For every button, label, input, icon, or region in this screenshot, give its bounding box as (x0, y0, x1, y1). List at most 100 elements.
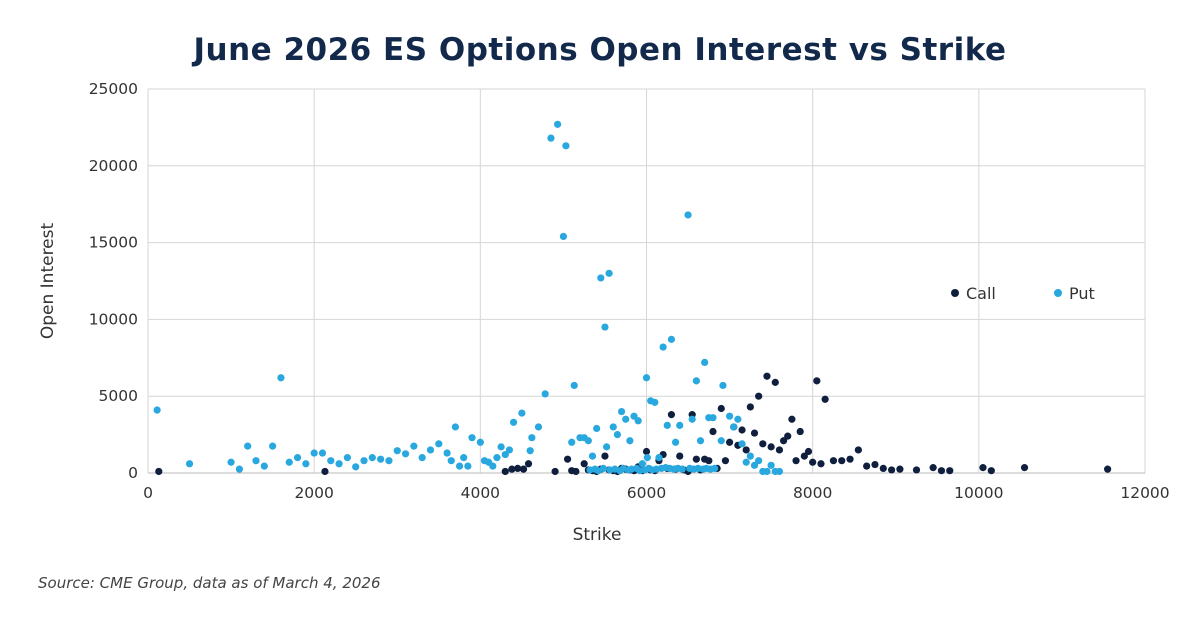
put-point (335, 460, 343, 468)
put-point (568, 438, 576, 446)
call-point (667, 411, 676, 419)
put-point (260, 462, 268, 470)
call-point (742, 446, 750, 454)
y-tick-label: 0 (128, 464, 138, 482)
put-point (418, 454, 426, 462)
put-point (493, 454, 501, 462)
put-point (570, 381, 578, 390)
put-point (630, 412, 638, 420)
put-point (302, 460, 310, 468)
put-point (597, 274, 605, 282)
call-point (809, 458, 817, 466)
call-point (551, 467, 559, 476)
call-point (601, 452, 609, 460)
call-point (676, 452, 684, 460)
put-point (746, 452, 754, 460)
put-point (730, 423, 738, 431)
call-point (738, 426, 746, 434)
call-point (912, 466, 921, 474)
put-point (711, 464, 719, 472)
put-point (603, 443, 611, 451)
x-axis-label: Strike (573, 525, 622, 545)
put-point (227, 458, 235, 466)
put-point (443, 449, 451, 457)
put-point (663, 421, 671, 429)
call-point (879, 464, 887, 472)
x-tick-label: 6000 (627, 484, 666, 502)
y-tick-label: 15000 (89, 234, 138, 252)
call-point (750, 429, 759, 437)
put-point (767, 461, 775, 469)
source-note: Source: CME Group, data as of March 4, 2… (38, 574, 381, 592)
put-point (460, 454, 468, 462)
call-point (784, 432, 792, 440)
put-point (534, 423, 543, 431)
put-point (185, 460, 194, 468)
call-point (572, 467, 580, 476)
put-point (559, 232, 568, 241)
put-point (426, 446, 435, 454)
call-point (563, 455, 572, 463)
call-point (838, 457, 846, 465)
put-point (526, 447, 534, 455)
put-point (763, 467, 771, 476)
put-point (750, 461, 759, 469)
put-point (360, 457, 368, 465)
put-point (622, 415, 630, 423)
call-point (800, 452, 808, 460)
y-tick-label: 5000 (99, 387, 138, 405)
call-point (642, 447, 651, 456)
put-point (734, 415, 742, 423)
call-point (1104, 465, 1112, 473)
put-point (455, 462, 464, 470)
put-point (709, 414, 717, 422)
call-point (771, 378, 779, 386)
call-point (508, 465, 516, 473)
put-point (725, 412, 734, 420)
put-point (285, 458, 293, 466)
put-point (738, 440, 746, 448)
call-point (725, 438, 734, 446)
put-point (692, 377, 700, 385)
y-axis-label: Open Interest (38, 223, 58, 340)
y-tick-label: 20000 (89, 157, 138, 175)
put-point (617, 407, 626, 416)
call-point (321, 467, 329, 476)
call-point (759, 440, 767, 448)
put-point (393, 447, 401, 455)
put-point (310, 449, 318, 457)
call-point (896, 465, 904, 473)
call-point (717, 404, 725, 413)
put-point (277, 374, 285, 382)
x-tick-label: 4000 (461, 484, 500, 502)
call-point (829, 457, 838, 465)
call-point (709, 427, 717, 436)
x-tick-label: 0 (143, 484, 153, 502)
put-point (638, 460, 646, 468)
call-point (987, 467, 995, 475)
put-point (671, 438, 680, 446)
put-point (385, 457, 393, 465)
put-point (410, 442, 418, 450)
put-point (153, 406, 161, 414)
call-point (813, 377, 821, 385)
put-point (584, 437, 592, 445)
call-point (501, 467, 509, 476)
put-point (701, 358, 709, 367)
put-point (518, 409, 526, 417)
put-point (293, 454, 302, 462)
call-point (519, 465, 528, 473)
put-point (717, 437, 725, 445)
call-point (514, 464, 522, 472)
call-point (887, 466, 896, 474)
call-point (721, 457, 730, 465)
put-point (489, 462, 497, 470)
put-point (678, 465, 686, 473)
put-point (252, 457, 260, 465)
call-point (946, 467, 954, 475)
call-point (796, 427, 804, 436)
put-point (528, 434, 536, 442)
call-point (763, 372, 771, 380)
grid (147, 88, 1146, 474)
put-point (509, 418, 518, 426)
